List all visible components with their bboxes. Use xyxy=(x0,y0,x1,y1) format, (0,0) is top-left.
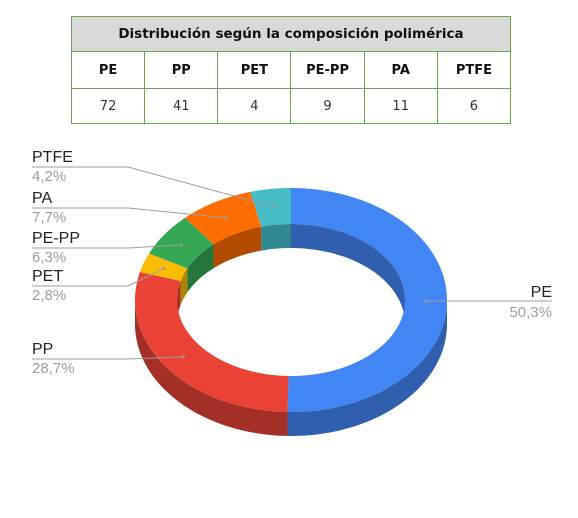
table-value-cell: 6 xyxy=(436,88,512,124)
leader-dot-ptfe xyxy=(271,205,275,209)
donut-inner-wall-pe-pp xyxy=(187,244,214,293)
table-header-row: PE PP PET PE-PP PA PTFE xyxy=(70,51,512,89)
donut-inner-wall-pe xyxy=(291,224,405,324)
composition-table: Distribución según la composición polimé… xyxy=(70,16,512,124)
table-header-cell: PP xyxy=(144,51,219,89)
leader-line-pa xyxy=(32,207,226,219)
donut-side-walls xyxy=(135,224,447,436)
donut-slice-pe xyxy=(287,188,447,412)
slice-label-pe: PE xyxy=(531,284,552,301)
table-value-cell: 72 xyxy=(70,88,146,124)
donut-inner-wall-pa xyxy=(213,226,262,269)
composition-table-container: Distribución según la composición polimé… xyxy=(70,16,512,124)
leader-line-pet xyxy=(32,268,165,287)
donut-slice-pa xyxy=(185,191,262,245)
slice-percent-pa: 7,7% xyxy=(32,209,66,226)
table-value-cell: 4 xyxy=(217,88,292,124)
leader-dot-pp xyxy=(181,355,185,359)
table-value-row: 72 41 4 9 11 6 xyxy=(70,88,512,124)
table-header-cell: PE-PP xyxy=(290,51,365,89)
donut-outer-wall-pp xyxy=(135,300,288,436)
slice-label-pet: PET xyxy=(32,268,63,285)
donut-labels: PE 50,3% PP 28,7% PET 2,8% PE-PP 6,3% PA 7,7% PTFE… xyxy=(32,149,552,377)
table-value-cell: 11 xyxy=(363,88,438,124)
donut-slice-pp xyxy=(135,272,289,412)
leader-line-pp xyxy=(32,356,184,360)
slice-label-pe-pp: PE-PP xyxy=(32,230,80,247)
slice-label-ptfe: PTFE xyxy=(32,149,73,166)
slice-percent-pp: 28,7% xyxy=(32,360,75,377)
slice-percent-pe-pp: 6,3% xyxy=(32,249,66,266)
slice-percent-pe: 50,3% xyxy=(509,304,552,321)
slice-label-pa: PA xyxy=(32,190,52,207)
table-value-cell: 9 xyxy=(290,88,365,124)
table-header-cell: PA xyxy=(363,51,438,89)
table-header-cell: PET xyxy=(217,51,292,89)
leader-line-pe-pp xyxy=(32,244,182,249)
leader-line-ptfe xyxy=(32,166,274,208)
leader-dot-pe-pp xyxy=(180,243,184,247)
leader-dot-pa xyxy=(224,216,228,220)
table-header-cell: PE xyxy=(70,51,146,89)
slice-percent-pet: 2,8% xyxy=(32,287,66,304)
slice-percent-ptfe: 4,2% xyxy=(32,168,66,185)
table-title: Distribución según la composición polimé… xyxy=(71,16,511,52)
donut-chart: PE 50,3% PP 28,7% PET 2,8% PE-PP 6,3% PA 7,7% PTFE… xyxy=(32,149,552,436)
donut-slice-pe-pp xyxy=(149,217,214,269)
donut-inner-wall-ptfe xyxy=(261,224,291,251)
table-header-cell: PTFE xyxy=(436,51,512,89)
leader-dot-pet xyxy=(162,267,166,271)
donut-slice-ptfe xyxy=(250,188,291,227)
table-value-cell: 41 xyxy=(144,88,219,124)
donut-outer-wall-pe xyxy=(287,300,447,436)
slice-label-pp: PP xyxy=(32,341,53,358)
leader-dot-pe xyxy=(424,299,428,303)
donut-inner-wall-pet xyxy=(180,268,188,305)
